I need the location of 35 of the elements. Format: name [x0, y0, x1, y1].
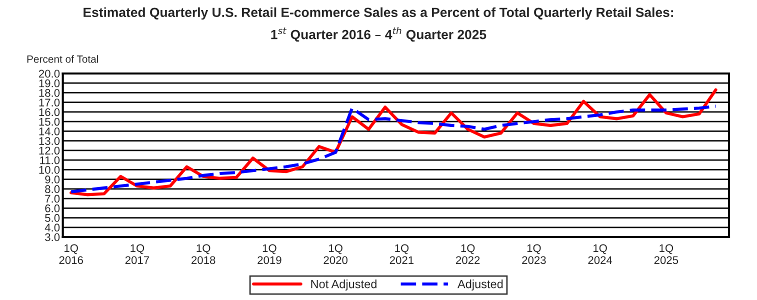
x-tick-label: 1Q 2023 [522, 244, 546, 264]
chart-subtitle: 1$^{st}$ Quarter 2016 – 4$^{th}$ Quarter 2025 [271, 27, 486, 42]
x-tick-label: 1Q 2022 [456, 244, 480, 264]
x-tick-label: 1Q 2021 [390, 244, 414, 264]
y-tick-label: 4.0 [44, 224, 60, 232]
x-tick-label: 1Q 2016 [59, 244, 83, 264]
x-tick-label: 1Q 2025 [654, 244, 678, 264]
legend-label: Adjusted [457, 280, 503, 291]
y-tick-label: 12.0 [39, 146, 60, 155]
y-tick-label: 13.0 [39, 137, 60, 145]
y-tick-label: 9.0 [45, 176, 60, 184]
y-tick-label: 8.0 [45, 185, 60, 194]
y-tick-label: 10.0 [39, 166, 60, 174]
y-tick-label: 19.0 [39, 79, 60, 88]
legend-label: Not Adjusted [311, 280, 376, 291]
y-tick-label: 18.0 [39, 89, 60, 97]
chart-title: Estimated Quarterly U.S. Retail E-commerce Sales as a Percent of Total Quarterly Retail Sales: [84, 7, 674, 20]
y-tick-label: 15.0 [39, 118, 60, 126]
line-series [70, 104, 718, 194]
x-tick-label: 1Q 2018 [192, 244, 216, 264]
y-tick-label: 14.0 [39, 127, 60, 136]
y-tick-label: 11.0 [40, 156, 60, 164]
y-tick-label: 20.0 [38, 70, 60, 78]
x-tick-label: 1Q 2020 [324, 244, 348, 264]
y-tick-label: 3.0 [45, 233, 60, 242]
x-tick-label: 1Q 2024 [588, 244, 612, 264]
x-tick-label: 1Q 2019 [258, 244, 282, 264]
y-tick-label: 17.0 [39, 98, 60, 106]
y-tick-label: 7.0 [45, 194, 60, 203]
x-tick-label: 1Q 2017 [125, 244, 150, 264]
y-tick-label: 16.0 [39, 108, 60, 116]
y-tick-label: 5.0 [45, 214, 60, 222]
y-axis-title: Percent of Total [27, 55, 98, 63]
line-series [70, 88, 718, 196]
y-tick-label: 6.0 [45, 204, 60, 212]
